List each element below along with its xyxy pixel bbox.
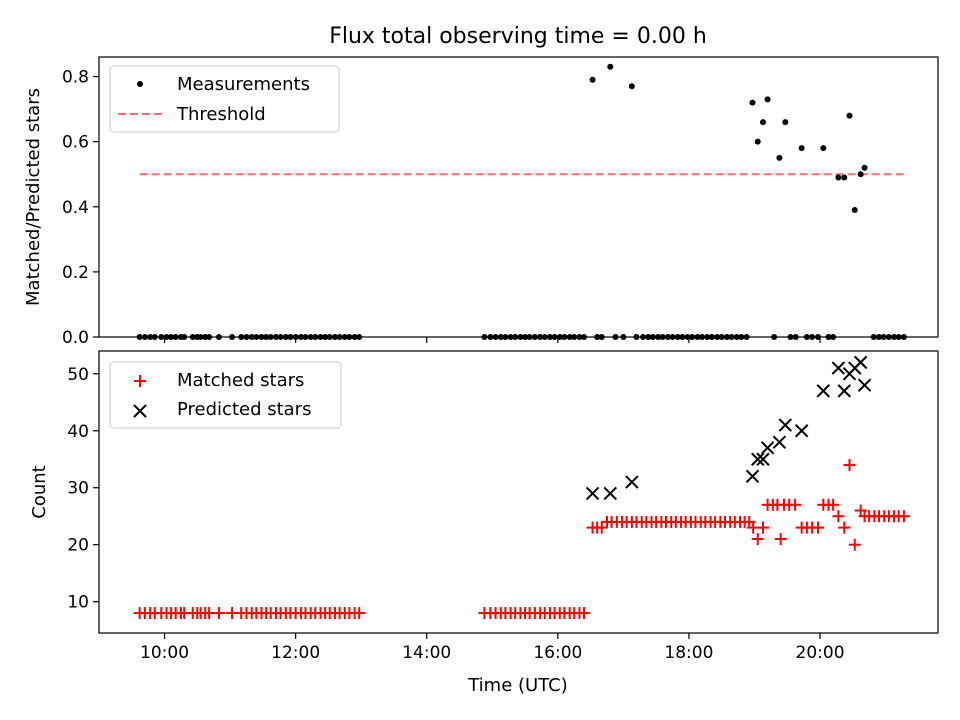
top-y-tick-label: 0.6 bbox=[62, 133, 89, 153]
x-tick-label: 16:00 bbox=[533, 643, 582, 663]
matched-star-marker bbox=[774, 533, 787, 545]
measurement-point bbox=[851, 207, 858, 214]
matched-star-marker bbox=[812, 521, 825, 534]
measurement-point bbox=[628, 83, 635, 90]
predicted-star-marker bbox=[772, 435, 787, 449]
predicted-star-marker bbox=[778, 418, 792, 432]
measurement-point bbox=[776, 154, 783, 161]
bottom-plot-frame bbox=[98, 350, 939, 634]
measurement-point bbox=[861, 164, 868, 171]
measurement-point bbox=[749, 99, 756, 106]
top-y-axis-label: Matched/Predicted stars bbox=[23, 88, 44, 306]
measurement-point bbox=[589, 76, 596, 83]
top-y-tick-label: 0.4 bbox=[62, 198, 89, 218]
predicted-star-marker bbox=[831, 361, 846, 375]
matched-star-marker bbox=[751, 533, 764, 545]
measurement-point bbox=[857, 171, 864, 178]
predicted-star-marker bbox=[756, 452, 770, 466]
matched-star-marker bbox=[353, 607, 366, 620]
bottom-y-tick-label: 50 bbox=[67, 365, 89, 385]
bottom-y-tick-label: 10 bbox=[67, 593, 89, 613]
x-axis-label: Time (UTC) bbox=[467, 675, 568, 696]
matched-star-marker bbox=[838, 521, 851, 534]
predicted-star-marker bbox=[816, 384, 831, 398]
measurement-point bbox=[798, 145, 805, 152]
predicted-star-marker bbox=[857, 378, 872, 392]
measurement-point bbox=[607, 63, 614, 70]
x-tick-label: 20:00 bbox=[796, 643, 845, 663]
predicted-star-marker bbox=[794, 424, 809, 438]
matched-star-marker bbox=[827, 498, 840, 511]
measurement-point bbox=[835, 174, 842, 181]
predicted-star-marker bbox=[745, 469, 760, 484]
predicted-star-marker bbox=[837, 384, 851, 398]
legend-matched-marker bbox=[134, 375, 146, 387]
matched-star-marker bbox=[578, 607, 591, 620]
legend-matched-label: Matched stars bbox=[177, 370, 304, 391]
top-y-tick-label: 0.8 bbox=[62, 68, 89, 88]
bottom-y-tick-label: 20 bbox=[67, 536, 89, 556]
top-legend-box bbox=[109, 65, 340, 133]
bottom-y-tick-label: 30 bbox=[67, 479, 89, 499]
top-legend: Measurements Threshold bbox=[109, 65, 340, 133]
x-tick-label: 10:00 bbox=[140, 643, 189, 663]
measurement-point bbox=[841, 174, 848, 181]
measurement-point bbox=[764, 96, 771, 103]
top-y-tick-label: 0.2 bbox=[62, 263, 89, 283]
measurement-point bbox=[782, 119, 789, 126]
legend-measurement-marker bbox=[137, 81, 143, 87]
bottom-legend-box bbox=[109, 361, 342, 429]
predicted-star-marker bbox=[625, 475, 639, 489]
bottom-legend: Matched stars Predicted stars bbox=[109, 361, 342, 429]
predicted-star-marker bbox=[760, 441, 775, 455]
matched-star-marker bbox=[848, 538, 861, 551]
predicted-star-marker bbox=[853, 355, 868, 370]
legend-measurements-label: Measurements bbox=[177, 74, 310, 95]
bottom-panel: 10:00 12:00 14:00 16:00 18:00 20:00 10 20 30 40 5… bbox=[29, 350, 939, 696]
matched-star-marker bbox=[212, 607, 225, 620]
top-plot-frame bbox=[98, 56, 939, 338]
matched-star-marker bbox=[843, 458, 856, 471]
matched-star-marker bbox=[897, 510, 910, 523]
top-y-tick-label: 0.0 bbox=[62, 328, 89, 348]
bottom-x-axis: 10:00 12:00 14:00 16:00 18:00 20:00 bbox=[140, 633, 845, 663]
x-tick-label: 14:00 bbox=[402, 643, 451, 663]
legend-threshold-label: Threshold bbox=[176, 104, 266, 125]
bottom-y-axis: 10 20 30 40 50 bbox=[67, 365, 99, 613]
measurement-point bbox=[846, 112, 853, 119]
matched-star-marker bbox=[756, 521, 769, 534]
x-tick-label: 18:00 bbox=[664, 643, 713, 663]
matched-star-marker bbox=[595, 521, 608, 534]
chart-title: Flux total observing time = 0.00 h bbox=[329, 24, 707, 49]
measurement-point bbox=[759, 119, 766, 126]
matched-star-marker bbox=[789, 498, 802, 511]
top-y-axis: 0.0 0.2 0.4 0.6 0.8 bbox=[62, 68, 99, 348]
matched-star-marker bbox=[832, 510, 845, 523]
legend-predicted-label: Predicted stars bbox=[177, 399, 311, 420]
legend-predicted-marker bbox=[133, 404, 147, 418]
predicted-star-marker bbox=[585, 486, 600, 501]
measurement-point bbox=[820, 145, 827, 152]
predicted-star-marker bbox=[751, 452, 765, 466]
bottom-y-axis-label: Count bbox=[29, 465, 50, 518]
top-panel: 0.00.20.40.60.8 Matched/Predicted stars … bbox=[23, 56, 939, 348]
bottom-marks bbox=[133, 355, 910, 620]
measurement-point bbox=[754, 138, 761, 145]
predicted-star-marker bbox=[603, 486, 617, 501]
bottom-y-tick-label: 40 bbox=[67, 422, 89, 442]
x-tick-label: 12:00 bbox=[271, 643, 320, 663]
